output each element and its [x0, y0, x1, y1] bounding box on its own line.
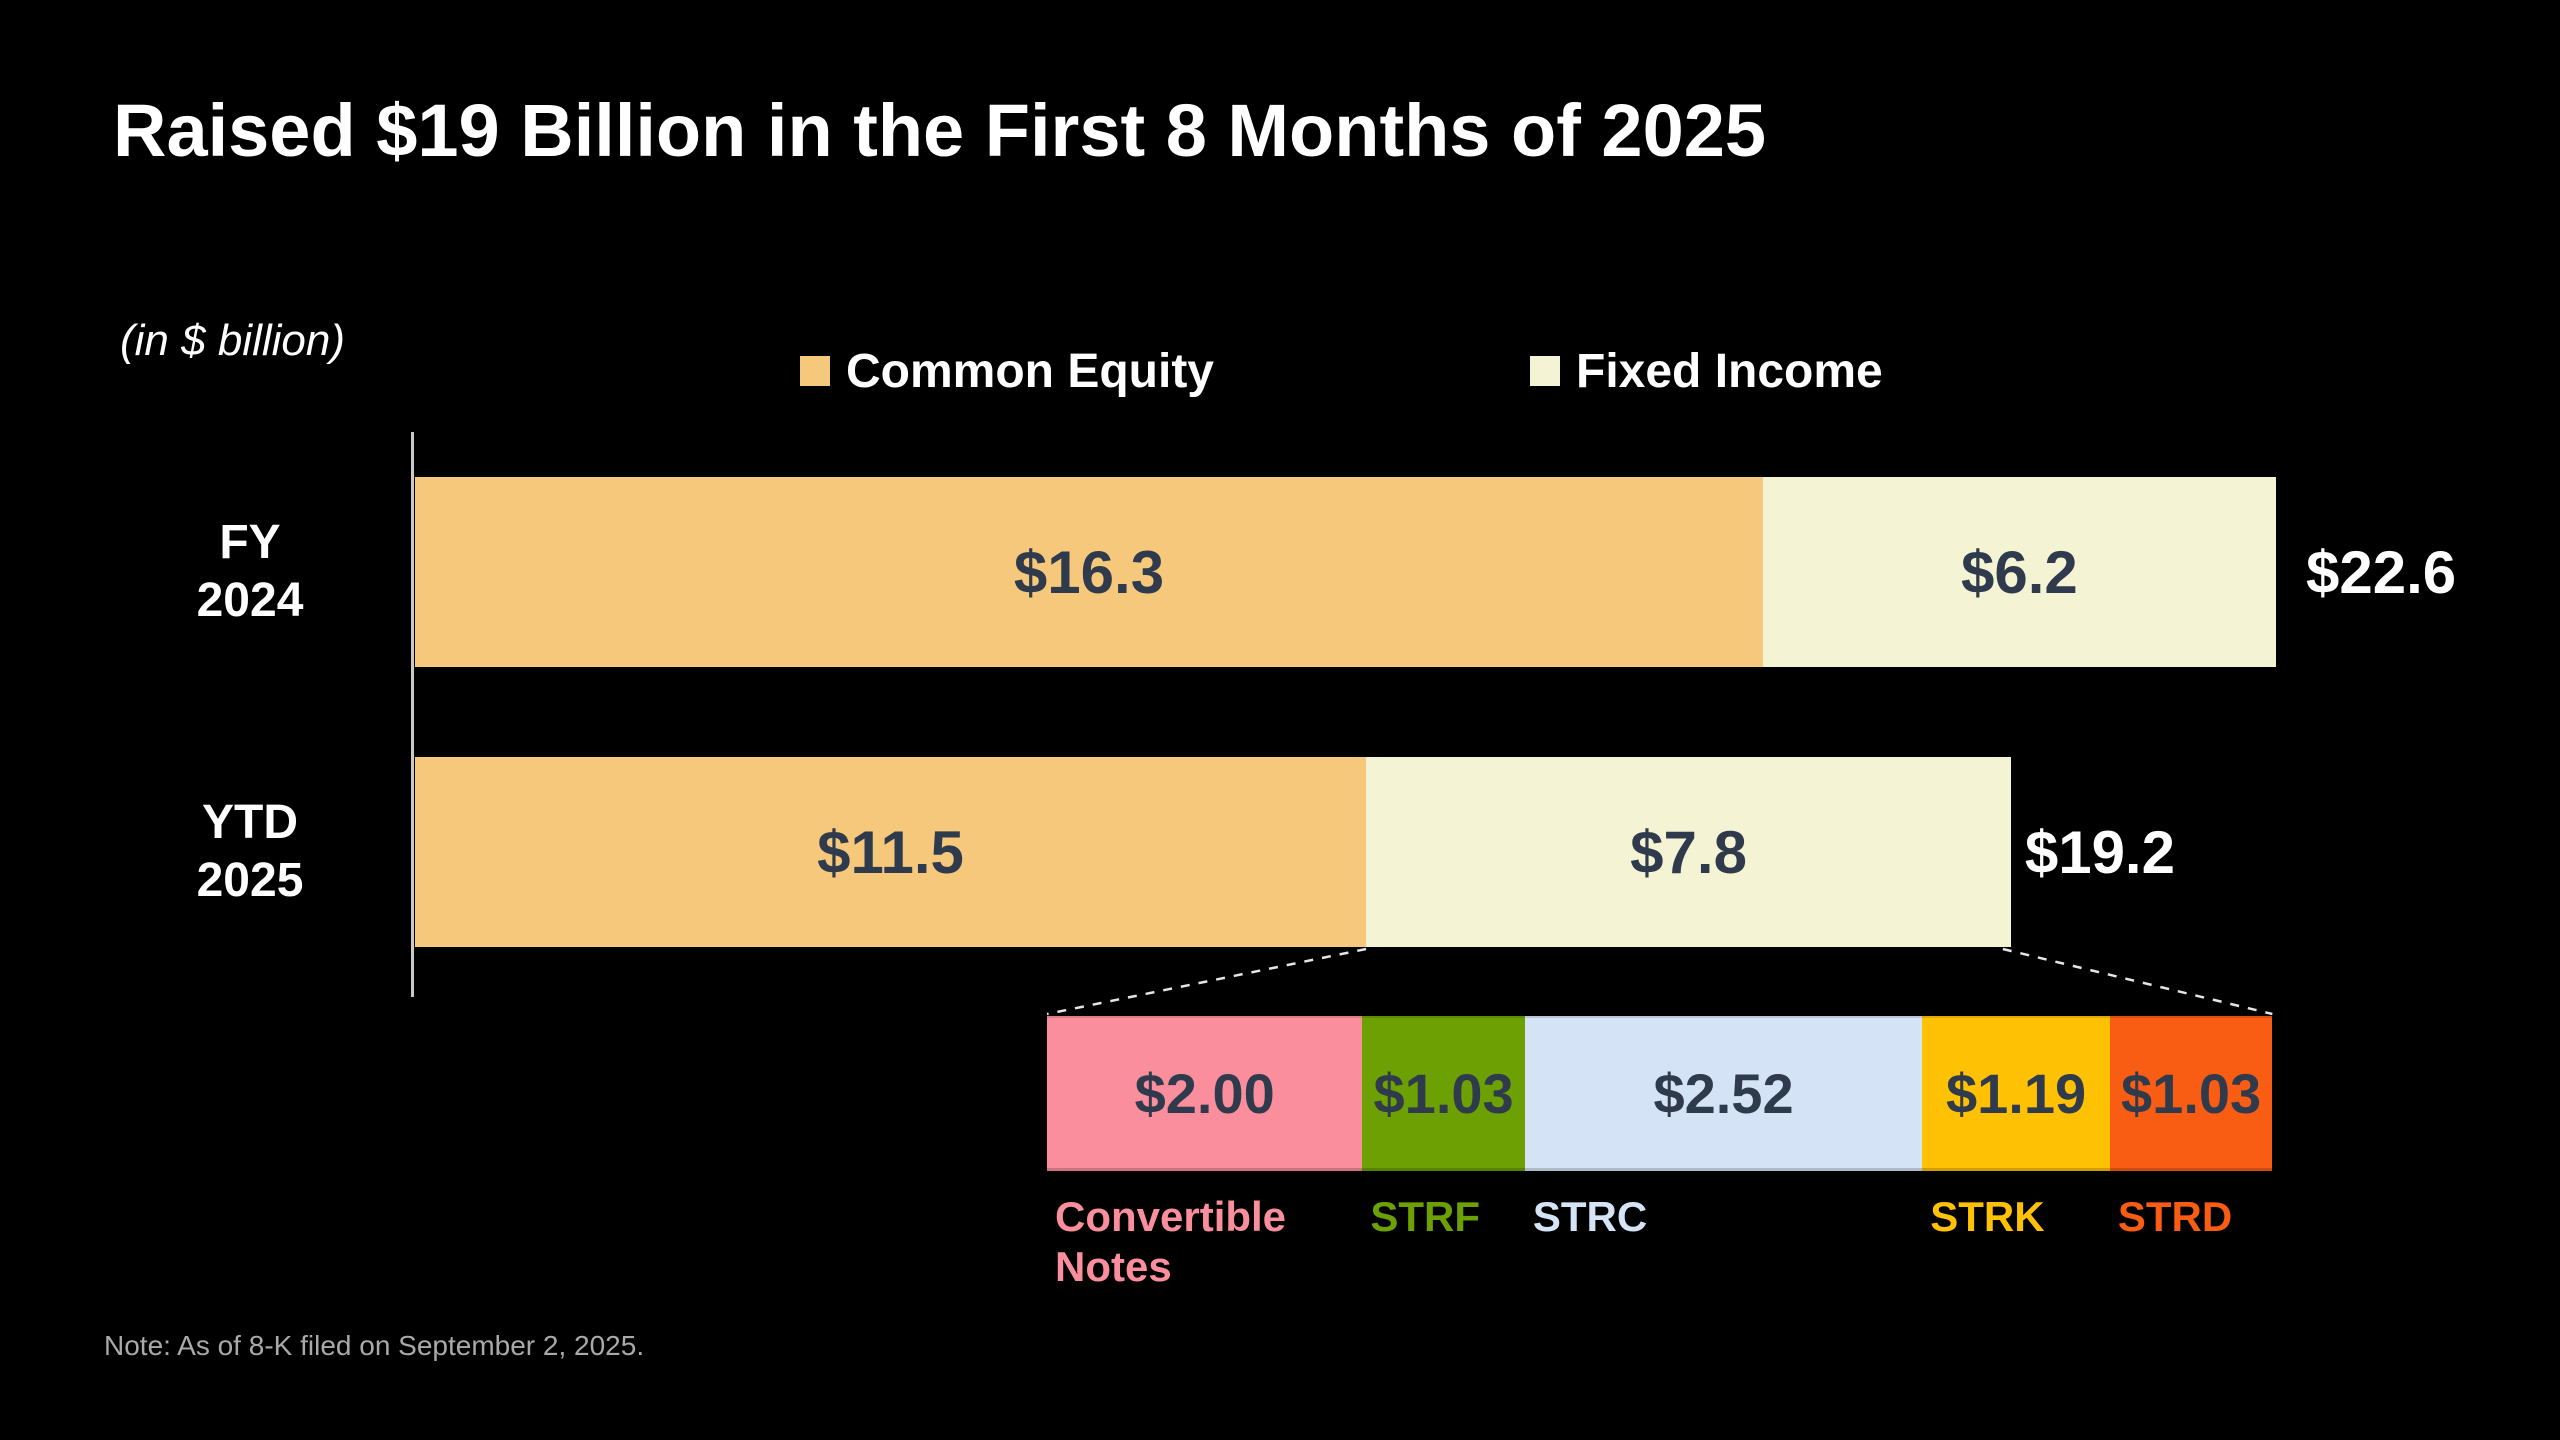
bar-value-label: $7.8	[1630, 818, 1747, 886]
breakdown-value-label: $1.03	[2121, 1062, 2262, 1125]
legend-swatch-common-equity-icon	[800, 356, 830, 386]
breakdown-name-label-convertible-notes: Convertible Notes	[1055, 1193, 1287, 1290]
breakdown-segment-strc: $2.52	[1524, 1016, 1923, 1171]
total-label-row-0: $22.6	[2306, 538, 2457, 606]
connector-line-right	[2002, 947, 2273, 1016]
y-axis-line	[411, 432, 414, 997]
units-label: (in $ billion)	[120, 316, 345, 365]
breakdown-name-label-strk: STRK	[1930, 1193, 2045, 1240]
breakdown-value-label: $1.03	[1373, 1062, 1514, 1125]
breakdown-name-label-strf: STRF	[1370, 1193, 1481, 1240]
bar-segment-common-equity-row-1: $11.5	[415, 757, 1367, 947]
breakdown-value-label: $2.52	[1653, 1062, 1794, 1125]
bar-value-label: $16.3	[1013, 538, 1165, 606]
total-label-row-1: $19.2	[2024, 818, 2175, 886]
bar-segment-common-equity-row-0: $16.3	[415, 477, 1763, 667]
category-label-fy-2024: FY 2024	[196, 516, 304, 627]
legend-label-common-equity: Common Equity	[846, 344, 1214, 398]
breakdown-segment-strd: $1.03	[2109, 1016, 2273, 1171]
category-label-ytd-2025: YTD 2025	[196, 796, 304, 907]
legend-item-common-equity: Common Equity	[800, 340, 1214, 402]
breakdown-segment-strf: $1.03	[1362, 1016, 1525, 1171]
breakdown-value-label: $2.00	[1134, 1062, 1275, 1125]
bar-segment-fixed-income-row-1: $7.8	[1366, 757, 2012, 947]
breakdown-segment-convertible-notes: $2.00	[1047, 1016, 1363, 1171]
footnote: Note: As of 8-K filed on September 2, 20…	[104, 1330, 645, 1361]
bar-segment-fixed-income-row-0: $6.2	[1763, 477, 2276, 667]
bar-value-label: $11.5	[817, 818, 964, 886]
breakdown-value-label: $1.19	[1945, 1062, 2087, 1125]
connector-line-left	[1046, 947, 1367, 1016]
bar-value-label: $6.2	[1960, 538, 2078, 606]
page-title: Raised $19 Billion in the First 8 Months…	[113, 89, 1767, 172]
legend-swatch-fixed-income-icon	[1530, 356, 1560, 386]
legend-label-fixed-income: Fixed Income	[1576, 344, 1883, 398]
breakdown-segment-strk: $1.19	[1922, 1016, 2110, 1171]
breakdown-name-label-strd: STRD	[2117, 1193, 2233, 1240]
legend-item-fixed-income: Fixed Income	[1530, 340, 1883, 402]
breakdown-name-label-strc: STRC	[1532, 1193, 1648, 1240]
